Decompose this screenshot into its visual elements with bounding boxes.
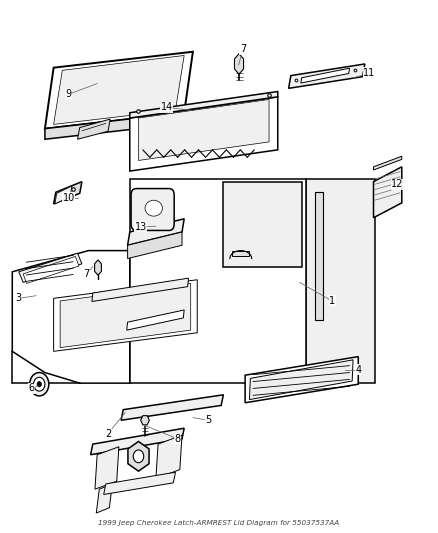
Ellipse shape bbox=[145, 200, 162, 216]
Polygon shape bbox=[306, 179, 375, 383]
Polygon shape bbox=[374, 167, 402, 217]
Polygon shape bbox=[127, 310, 184, 330]
Polygon shape bbox=[245, 357, 358, 403]
Polygon shape bbox=[95, 447, 119, 489]
Polygon shape bbox=[289, 64, 365, 88]
Circle shape bbox=[37, 382, 42, 387]
Polygon shape bbox=[104, 472, 176, 495]
Polygon shape bbox=[130, 92, 278, 118]
Text: 10: 10 bbox=[63, 192, 75, 203]
Polygon shape bbox=[60, 284, 191, 348]
Text: 12: 12 bbox=[391, 179, 404, 189]
Polygon shape bbox=[12, 251, 130, 383]
Polygon shape bbox=[53, 182, 82, 204]
Polygon shape bbox=[128, 441, 149, 471]
Polygon shape bbox=[374, 156, 402, 170]
Text: 14: 14 bbox=[161, 102, 173, 112]
Polygon shape bbox=[23, 256, 79, 284]
Polygon shape bbox=[130, 179, 306, 383]
Polygon shape bbox=[91, 428, 184, 455]
Text: 9: 9 bbox=[66, 89, 72, 99]
Text: 4: 4 bbox=[355, 365, 361, 375]
Polygon shape bbox=[250, 360, 353, 400]
Polygon shape bbox=[55, 186, 72, 204]
Polygon shape bbox=[127, 232, 182, 259]
Polygon shape bbox=[141, 416, 149, 425]
Polygon shape bbox=[315, 192, 323, 319]
Polygon shape bbox=[138, 100, 269, 160]
Polygon shape bbox=[92, 278, 188, 302]
Text: 1999 Jeep Cherokee Latch-ARMREST Lid Diagram for 55037537AA: 1999 Jeep Cherokee Latch-ARMREST Lid Dia… bbox=[99, 520, 339, 526]
Circle shape bbox=[34, 377, 45, 391]
Polygon shape bbox=[19, 253, 82, 282]
Text: 6: 6 bbox=[29, 383, 35, 393]
Text: 3: 3 bbox=[16, 293, 22, 303]
Polygon shape bbox=[156, 435, 182, 479]
Circle shape bbox=[30, 373, 49, 396]
Polygon shape bbox=[96, 484, 113, 513]
Polygon shape bbox=[45, 52, 193, 128]
Text: 8: 8 bbox=[175, 434, 181, 444]
Polygon shape bbox=[234, 54, 244, 74]
Text: 1: 1 bbox=[329, 296, 335, 306]
Polygon shape bbox=[53, 55, 184, 124]
Circle shape bbox=[133, 450, 144, 463]
Polygon shape bbox=[127, 219, 184, 245]
Polygon shape bbox=[53, 280, 197, 351]
Text: 13: 13 bbox=[134, 222, 147, 232]
Polygon shape bbox=[121, 395, 223, 420]
Polygon shape bbox=[130, 97, 278, 171]
Text: 7: 7 bbox=[240, 44, 246, 54]
FancyBboxPatch shape bbox=[131, 189, 174, 230]
Text: 7: 7 bbox=[83, 270, 89, 279]
Polygon shape bbox=[95, 260, 102, 275]
Polygon shape bbox=[78, 119, 110, 139]
Polygon shape bbox=[232, 251, 250, 256]
Polygon shape bbox=[223, 182, 302, 266]
Polygon shape bbox=[45, 113, 184, 139]
Polygon shape bbox=[301, 68, 350, 83]
Text: 11: 11 bbox=[363, 68, 375, 78]
Text: 2: 2 bbox=[105, 429, 111, 439]
Text: 5: 5 bbox=[205, 415, 211, 425]
